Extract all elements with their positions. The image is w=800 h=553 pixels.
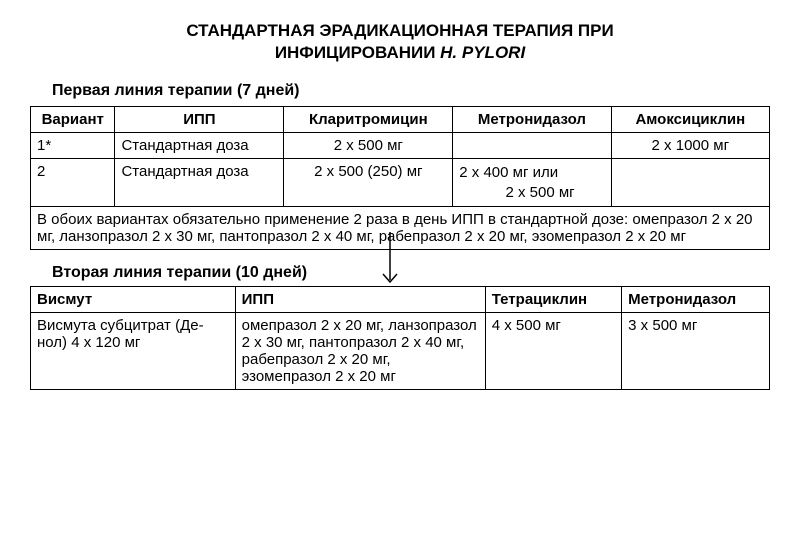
cell-metro	[453, 133, 611, 159]
cell-variant: 1*	[31, 133, 115, 159]
cell-metro: 2 х 400 мг или 2 х 500 мг	[453, 159, 611, 207]
section2-title: Вторая линия терапии (10 дней)	[52, 264, 307, 282]
table-row: Висмута субцитрат (Де-нол) 4 х 120 мг ом…	[31, 313, 770, 390]
main-title: СТАНДАРТНАЯ ЭРАДИКАЦИОННАЯ ТЕРАПИЯ ПРИ И…	[30, 20, 770, 64]
section1-title: Первая линия терапии (7 дней)	[52, 82, 770, 100]
col-ipp: ИПП	[115, 107, 284, 133]
col-tetraciklin: Тетрациклин	[485, 287, 621, 313]
col-amoxiciklin: Амоксициклин	[611, 107, 769, 133]
cell-bismuth: Висмута субцитрат (Де-нол) 4 х 120 мг	[31, 313, 236, 390]
table-row: 2 Стандартная доза 2 х 500 (250) мг 2 х …	[31, 159, 770, 207]
col-variant: Вариант	[31, 107, 115, 133]
cell-ipp: Стандартная доза	[115, 133, 284, 159]
cell-metro: 3 х 500 мг	[622, 313, 770, 390]
col-klaritromicin: Кларитромицин	[284, 107, 453, 133]
cell-variant: 2	[31, 159, 115, 207]
table-second-line: Висмут ИПП Тетрациклин Метронидазол Висм…	[30, 286, 770, 390]
cell-ipp: Стандартная доза	[115, 159, 284, 207]
col-ipp: ИПП	[235, 287, 485, 313]
table-header-row: Висмут ИПП Тетрациклин Метронидазол	[31, 287, 770, 313]
cell-amox	[611, 159, 769, 207]
table-row: 1* Стандартная доза 2 х 500 мг 2 х 1000 …	[31, 133, 770, 159]
title-line1: СТАНДАРТНАЯ ЭРАДИКАЦИОННАЯ ТЕРАПИЯ ПРИ	[186, 21, 613, 40]
metro-line2: 2 х 500 мг	[459, 183, 604, 203]
cell-ipp: омепразол 2 х 20 мг, ланзопразол 2 х 30 …	[235, 313, 485, 390]
table-first-line: Вариант ИПП Кларитромицин Метронидазол А…	[30, 106, 770, 250]
col-metronidazol: Метронидазол	[453, 107, 611, 133]
cell-tetra: 4 х 500 мг	[485, 313, 621, 390]
between-section: Вторая линия терапии (10 дней)	[30, 258, 770, 286]
metro-line1: 2 х 400 мг или	[459, 164, 558, 181]
cell-amox: 2 х 1000 мг	[611, 133, 769, 159]
col-bismuth: Висмут	[31, 287, 236, 313]
col-metronidazol: Метронидазол	[622, 287, 770, 313]
cell-klar: 2 х 500 (250) мг	[284, 159, 453, 207]
table-header-row: Вариант ИПП Кларитромицин Метронидазол А…	[31, 107, 770, 133]
footnote-cell: В обоих вариантах обязательно применение…	[31, 207, 770, 250]
title-line2a: ИНФИЦИРОВАНИИ	[275, 43, 440, 62]
down-arrow-icon	[380, 232, 400, 288]
cell-klar: 2 х 500 мг	[284, 133, 453, 159]
title-line2b: H. PYLORI	[440, 43, 525, 62]
table-footnote-row: В обоих вариантах обязательно применение…	[31, 207, 770, 250]
